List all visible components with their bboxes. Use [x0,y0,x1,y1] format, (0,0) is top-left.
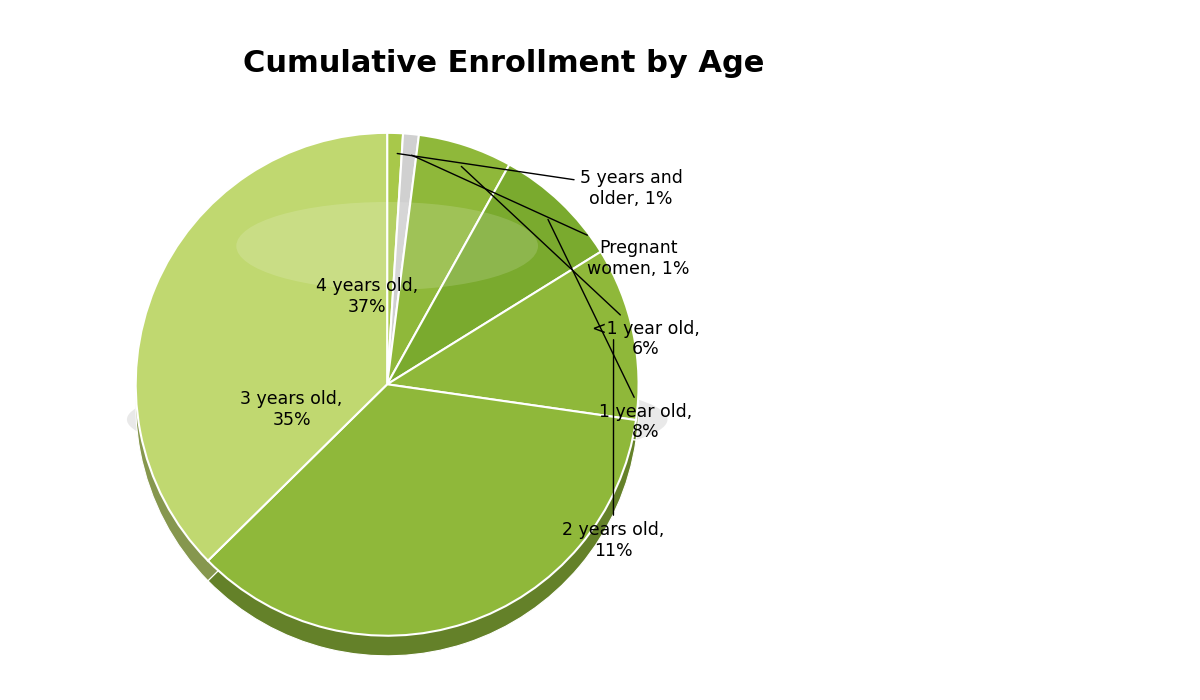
Ellipse shape [127,375,667,463]
Text: 4 years old,
37%: 4 years old, 37% [316,277,418,316]
Wedge shape [388,135,509,384]
Wedge shape [388,252,638,420]
Text: 2 years old,
11%: 2 years old, 11% [563,340,665,559]
Wedge shape [388,153,403,405]
Wedge shape [388,164,601,384]
Text: 3 years old,
35%: 3 years old, 35% [240,390,343,429]
Wedge shape [136,153,388,581]
Wedge shape [388,155,509,405]
Text: Cumulative Enrollment by Age: Cumulative Enrollment by Age [244,49,764,78]
Wedge shape [208,384,636,636]
Text: 1 year old,
8%: 1 year old, 8% [548,219,692,442]
Ellipse shape [236,202,538,290]
Wedge shape [388,153,419,405]
Text: Pregnant
women, 1%: Pregnant women, 1% [412,155,690,278]
Wedge shape [388,272,638,440]
Wedge shape [388,133,403,384]
Wedge shape [388,134,419,384]
Text: 5 years and
older, 1%: 5 years and older, 1% [397,153,683,208]
Wedge shape [388,185,601,405]
Text: <1 year old,
6%: <1 year old, 6% [461,167,700,358]
Wedge shape [208,405,636,656]
Wedge shape [136,133,388,561]
